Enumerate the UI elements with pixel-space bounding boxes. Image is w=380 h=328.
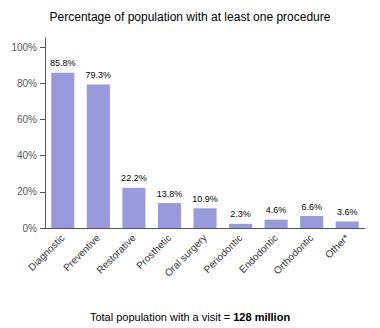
svg-text:Other*: Other* xyxy=(323,232,351,260)
svg-text:60%: 60% xyxy=(17,114,37,125)
svg-text:Percentage of population with: Percentage of population with at least o… xyxy=(50,10,331,24)
svg-text:85.8%: 85.8% xyxy=(50,58,76,68)
svg-text:Diagnostic: Diagnostic xyxy=(26,232,67,273)
svg-text:79.3%: 79.3% xyxy=(86,70,112,80)
svg-text:2.3%: 2.3% xyxy=(230,209,251,219)
svg-text:4.6%: 4.6% xyxy=(266,205,287,215)
svg-text:Prosthetic: Prosthetic xyxy=(134,232,174,272)
svg-text:10.9%: 10.9% xyxy=(192,194,218,204)
svg-text:80%: 80% xyxy=(17,78,37,89)
svg-text:22.2%: 22.2% xyxy=(121,173,147,183)
svg-text:13.8%: 13.8% xyxy=(157,189,183,199)
svg-text:Periodontic: Periodontic xyxy=(201,232,245,276)
svg-text:Oral surgery: Oral surgery xyxy=(162,232,209,279)
svg-text:Preventive: Preventive xyxy=(61,232,103,274)
svg-text:3.6%: 3.6% xyxy=(337,207,358,217)
svg-text:Total population with a visit: Total population with a visit = xyxy=(90,311,233,323)
svg-text:Restorative: Restorative xyxy=(94,232,138,276)
svg-text:Orthodontic: Orthodontic xyxy=(271,232,315,276)
svg-text:Endodontic: Endodontic xyxy=(236,232,280,276)
svg-text:100%: 100% xyxy=(11,42,37,53)
svg-text:40%: 40% xyxy=(17,150,37,161)
svg-text:128 million: 128 million xyxy=(233,311,290,323)
svg-text:6.6%: 6.6% xyxy=(301,202,322,212)
svg-text:0%: 0% xyxy=(23,223,38,234)
svg-text:20%: 20% xyxy=(17,186,37,197)
